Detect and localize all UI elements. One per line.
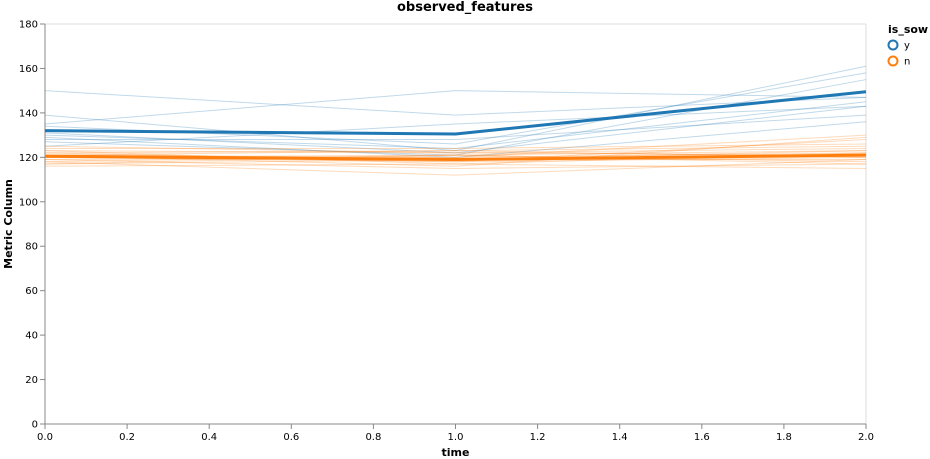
y-tick-label: 120 <box>19 153 38 164</box>
x-tick-label: 1.8 <box>776 432 792 443</box>
series-line-n-individual <box>44 150 867 165</box>
series-line-y-individual <box>44 105 867 154</box>
legend-symbol-y <box>887 39 899 51</box>
x-axis-title: time <box>442 446 470 459</box>
series-line-y-individual <box>45 114 867 141</box>
x-tick-label: 2.0 <box>858 432 874 443</box>
series-line-n-mean <box>44 153 867 162</box>
series-line-n-individual <box>44 145 867 156</box>
series-line-n-individual <box>44 154 867 165</box>
x-tick-label: 0.2 <box>119 432 135 443</box>
y-axis-title: Metric Column <box>2 179 15 269</box>
series-line-n-individual <box>44 145 867 154</box>
series-line-n-individual <box>44 159 867 169</box>
legend-title: is_sow <box>888 23 928 36</box>
series-line-n-individual <box>44 147 867 154</box>
x-tick-label: 1.6 <box>694 432 710 443</box>
y-tick-label: 140 <box>19 108 38 119</box>
y-tick-label: 100 <box>19 197 38 208</box>
legend-label-n: n <box>904 57 910 68</box>
legend-symbol-n <box>887 55 899 67</box>
x-tick-label: 0.8 <box>365 432 381 443</box>
x-tick-label: 0.0 <box>37 432 53 443</box>
x-tick-label: 1.2 <box>530 432 546 443</box>
series-line-y-individual <box>44 90 867 116</box>
y-tick-label: 40 <box>25 331 38 342</box>
series-line-y-mean <box>44 90 867 136</box>
series-line-y-individual <box>44 90 867 125</box>
series-line-y-individual <box>44 101 867 149</box>
series-line-n-individual <box>44 159 867 176</box>
chart-title: observed_features <box>397 0 533 15</box>
series-layer <box>44 65 867 176</box>
series-line-y-individual <box>44 65 867 152</box>
x-tick-label: 1.0 <box>448 432 464 443</box>
y-tick-label: 180 <box>19 20 38 31</box>
y-tick-label: 20 <box>25 375 38 386</box>
series-line-n-individual <box>44 163 867 169</box>
x-tick-label: 1.4 <box>612 432 628 443</box>
legend-label-y: y <box>904 41 910 52</box>
axes: 0.0 0.2 0.4 0.6 0.8 1.0 1.2 1.4 1.6 1.8 2.0 0 20 40 60… <box>19 20 874 444</box>
legend: is_sow yn <box>887 23 928 68</box>
x-tick-label: 0.6 <box>283 432 299 443</box>
y-tick-label: 0 <box>32 420 38 431</box>
x-tick-label: 0.4 <box>201 432 217 443</box>
series-line-n-individual <box>45 143 867 149</box>
y-tick-label: 80 <box>25 242 38 253</box>
series-line-y-individual <box>44 105 867 147</box>
y-tick-label: 160 <box>19 64 38 75</box>
series-line-y-individual <box>44 121 867 158</box>
y-tick-label: 60 <box>25 286 38 297</box>
